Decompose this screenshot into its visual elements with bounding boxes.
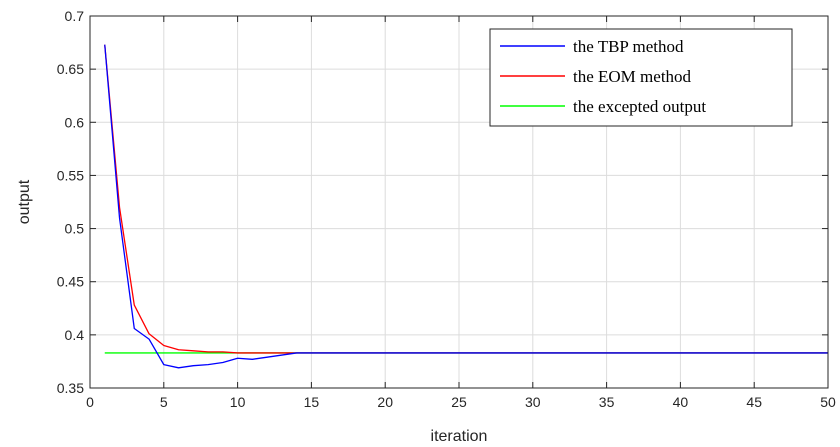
legend-label-expected: the excepted output [573, 97, 706, 116]
x-tick-label: 50 [820, 394, 836, 410]
x-tick-label: 45 [746, 394, 762, 410]
x-tick-label: 15 [304, 394, 320, 410]
legend: the TBP method the EOM method the except… [489, 28, 793, 127]
legend-label-tbp: the TBP method [573, 37, 684, 56]
axis-ticks: 0 5 10 15 20 25 30 35 40 45 50 0.35 0.4 0.45 0.5 0.55 0.… [57, 8, 836, 410]
x-tick-label: 40 [673, 394, 689, 410]
x-axis-label: iteration [431, 428, 488, 445]
x-tick-label: 5 [160, 394, 168, 410]
x-tick-label: 25 [451, 394, 467, 410]
x-tick-label: 10 [230, 394, 246, 410]
series-line-tbp [104, 44, 828, 369]
y-tick-label: 0.45 [57, 274, 84, 290]
y-tick-label: 0.55 [57, 167, 84, 183]
y-tick-label: 0.4 [65, 327, 85, 343]
x-tick-label: 0 [86, 394, 94, 410]
y-tick-label: 0.5 [65, 221, 85, 237]
y-tick-label: 0.7 [65, 8, 85, 24]
legend-box [489, 28, 793, 127]
legend-label-eom: the EOM method [573, 67, 692, 86]
y-axis-label: output [16, 179, 33, 224]
y-tick-label: 0.35 [57, 380, 84, 396]
x-tick-label: 30 [525, 394, 541, 410]
x-tick-label: 20 [377, 394, 393, 410]
y-tick-label: 0.6 [65, 114, 85, 130]
x-tick-label: 35 [599, 394, 615, 410]
y-tick-label: 0.65 [57, 61, 84, 77]
series-layer [104, 44, 828, 369]
